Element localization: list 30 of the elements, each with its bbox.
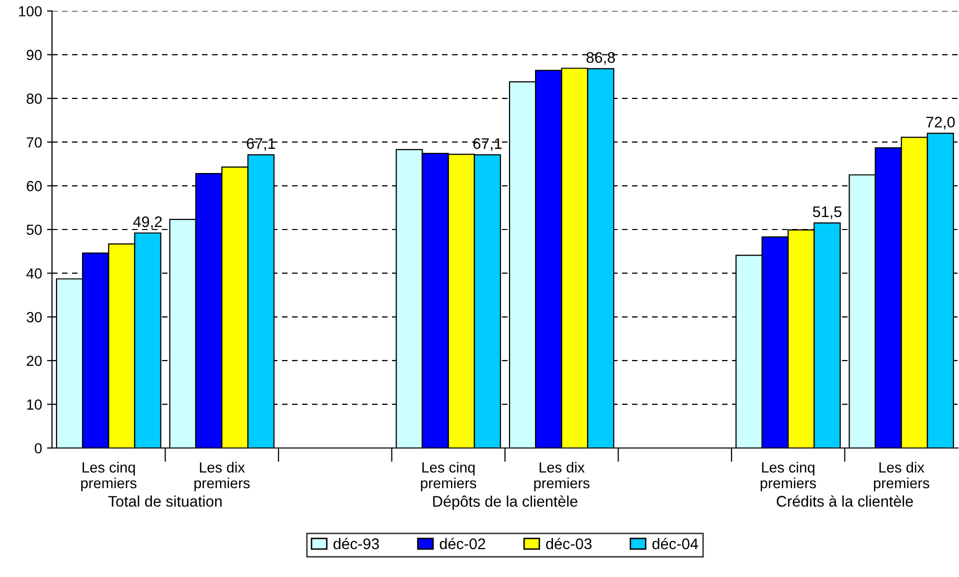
y-tick-label: 10 <box>27 399 42 410</box>
x-tick-label: Les dix premiers <box>534 462 590 492</box>
data-label: 67,1 <box>473 138 502 151</box>
data-label: 67,1 <box>246 138 276 151</box>
legend-label: déc-02 <box>440 538 486 550</box>
text: Dépôts de la clientèle <box>433 495 578 510</box>
y-tick-label: 70 <box>26 137 42 148</box>
x-tick-label: Les cinq premiers <box>760 462 816 492</box>
text: Total de situation <box>108 496 222 507</box>
y-tick-label: 90 <box>26 50 42 60</box>
y-tick-label: 80 <box>26 94 42 104</box>
y-tick-label: 50 <box>26 224 42 235</box>
legend-label: déc-93 <box>334 538 379 550</box>
y-tick-label: 100 <box>19 6 42 16</box>
y-tick-label: 30 <box>26 312 42 322</box>
legend-label: déc-03 <box>546 538 592 550</box>
text: Crédits à la clientèle <box>776 495 913 507</box>
x-tick-label: Les cinq premiers <box>81 462 136 492</box>
y-tick-label: 60 <box>26 180 42 192</box>
x-tick-label: Les cinq premiers <box>420 462 476 492</box>
y-tick-label: 20 <box>26 356 42 366</box>
data-label: 49,2 <box>133 216 162 230</box>
x-tick-label: Les dix premiers <box>874 462 930 492</box>
x-tick-label: Les dix premiers <box>194 462 250 492</box>
data-label: 86,8 <box>586 52 615 65</box>
data-label: 72,0 <box>926 116 955 130</box>
legend-label: déc-04 <box>652 538 698 550</box>
data-label: 51,5 <box>812 206 842 219</box>
y-tick-label: 40 <box>26 268 42 279</box>
y-tick-label: 0 <box>34 443 42 454</box>
